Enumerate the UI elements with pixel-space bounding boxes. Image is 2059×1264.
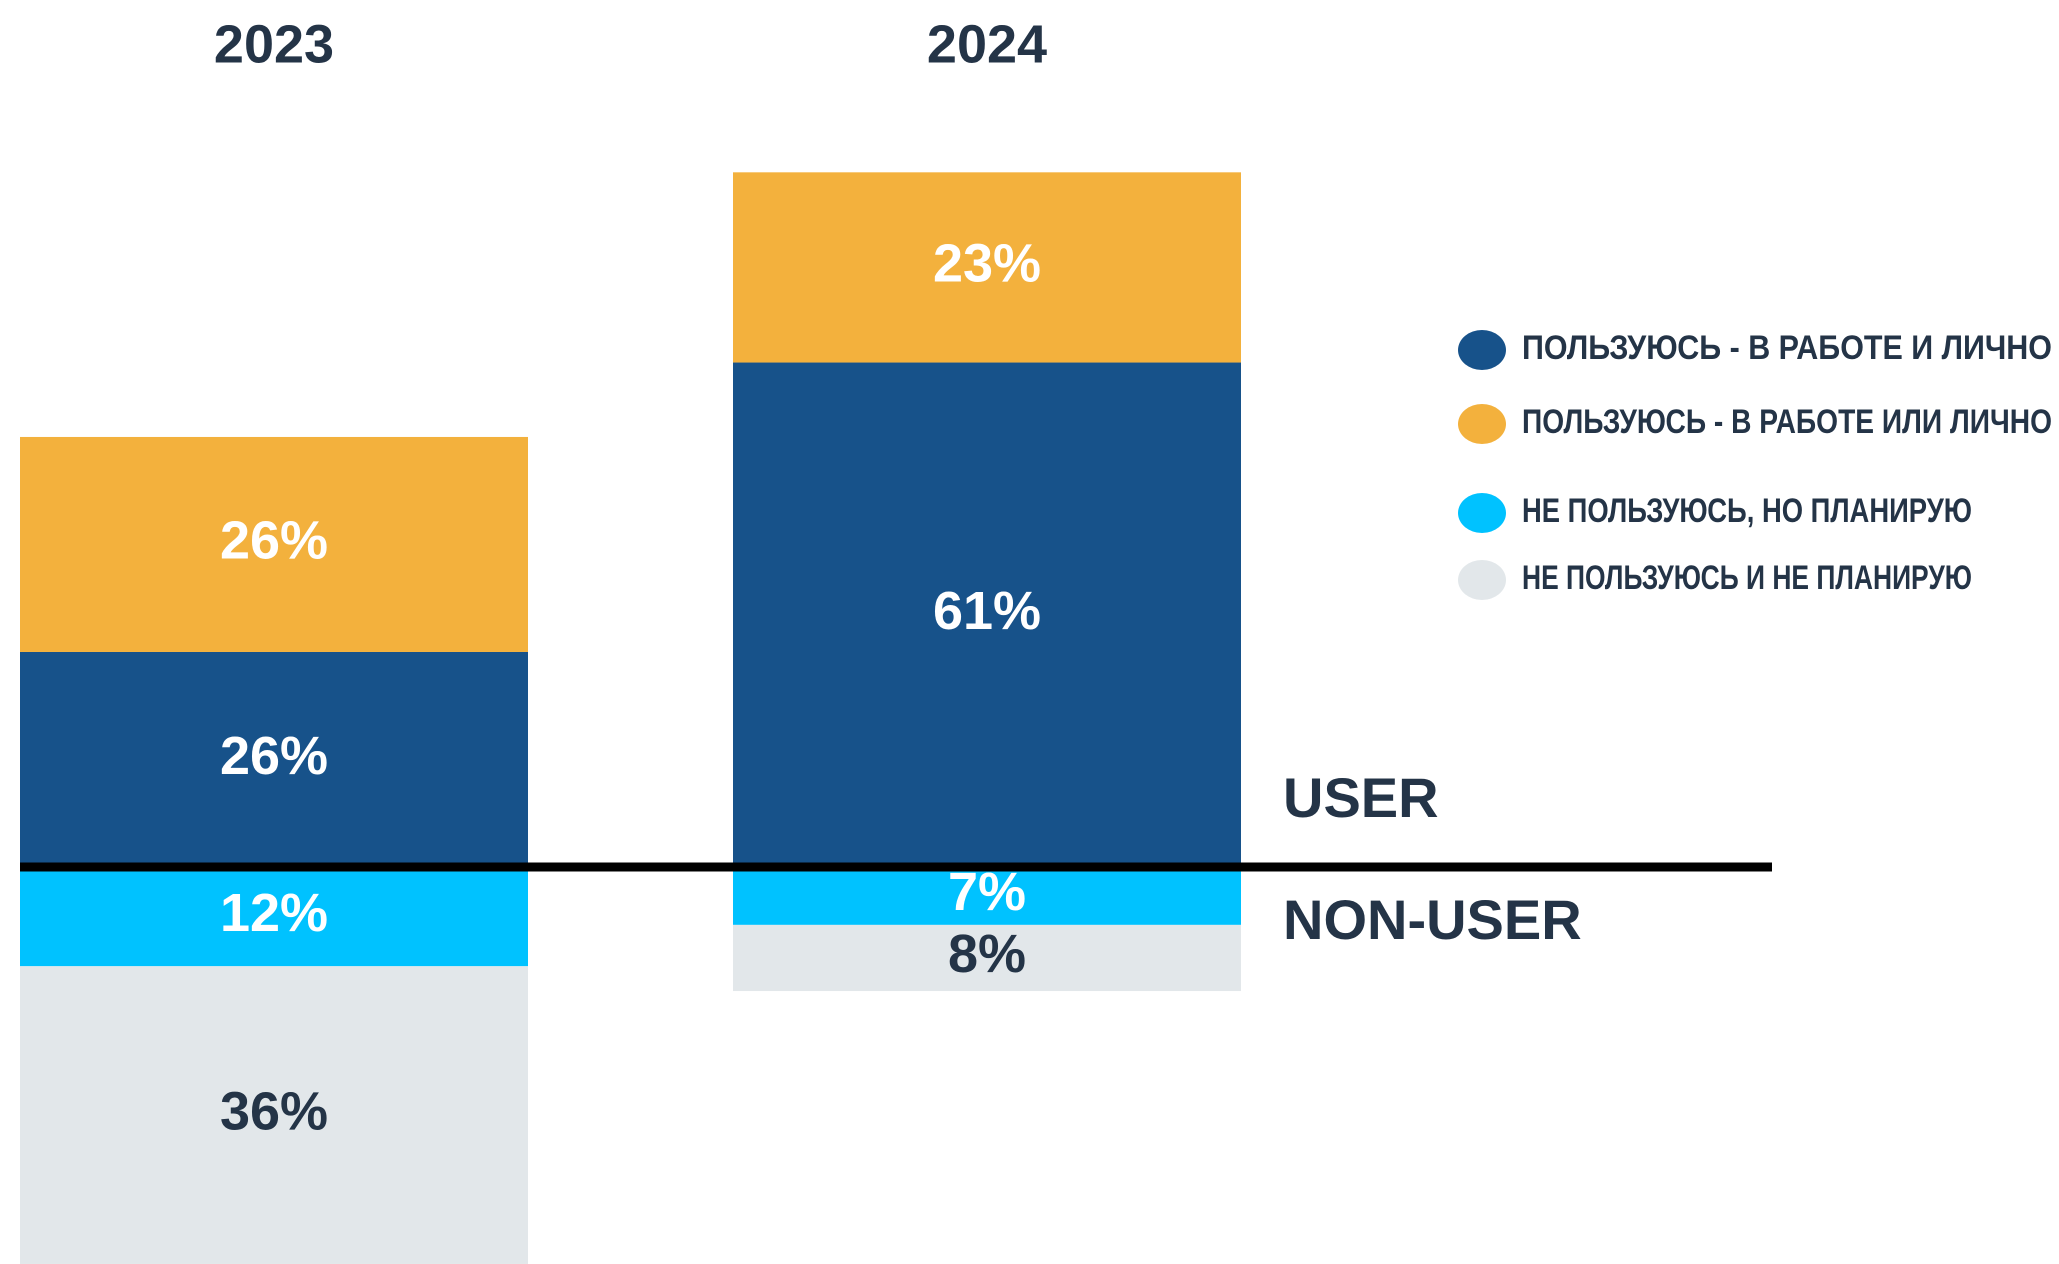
- legend-marker: [1458, 330, 1506, 370]
- value-label: 8%: [948, 924, 1026, 984]
- legend-marker: [1458, 404, 1506, 444]
- value-label: 26%: [220, 511, 328, 571]
- legend-marker: [1458, 560, 1506, 600]
- value-label: 12%: [220, 883, 328, 943]
- bar-segment: [733, 867, 1241, 925]
- value-label: 7%: [948, 862, 1026, 922]
- year-label: 2023: [214, 14, 334, 74]
- legend-marker: [1458, 493, 1506, 533]
- value-label: 26%: [220, 726, 328, 786]
- legend-label: ПОЛЬЗУЮСЬ - В РАБОТЕ ИЛИ ЛИЧНО: [1522, 403, 2052, 441]
- bar-segment: [20, 867, 528, 967]
- annotation: NON-USER: [1283, 888, 1582, 951]
- legend-label: НЕ ПОЛЬЗУЮСЬ И НЕ ПЛАНИРУЮ: [1522, 559, 1972, 597]
- bar-segment: [20, 436, 528, 652]
- legend-label: ПОЛЬЗУЮСЬ - В РАБОТЕ И ЛИЧНО: [1522, 329, 2052, 367]
- year-label: 2024: [927, 14, 1047, 74]
- value-label: 23%: [933, 234, 1041, 294]
- annotation: USER: [1283, 766, 1439, 829]
- bar-segment: [733, 924, 1241, 992]
- value-label: 61%: [933, 581, 1041, 641]
- bar-segment: [20, 651, 528, 867]
- bar-segment: [20, 966, 528, 1264]
- bar-segment: [733, 362, 1241, 867]
- value-label: 36%: [220, 1081, 328, 1141]
- legend-label: НЕ ПОЛЬЗУЮСЬ, НО ПЛАНИРУЮ: [1522, 492, 1972, 530]
- bar-segment: [733, 172, 1241, 363]
